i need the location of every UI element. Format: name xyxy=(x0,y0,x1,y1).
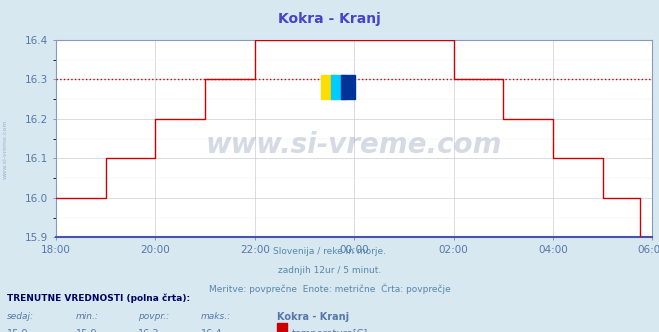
Text: 16,4: 16,4 xyxy=(201,329,223,332)
Text: www.si-vreme.com: www.si-vreme.com xyxy=(3,120,8,179)
Bar xyxy=(341,75,355,99)
Text: www.si-vreme.com: www.si-vreme.com xyxy=(206,130,502,159)
Text: Kokra - Kranj: Kokra - Kranj xyxy=(277,312,349,322)
Text: maks.:: maks.: xyxy=(201,312,231,321)
Text: min.:: min.: xyxy=(76,312,99,321)
Text: povpr.:: povpr.: xyxy=(138,312,169,321)
Bar xyxy=(322,75,335,99)
Text: 15,9: 15,9 xyxy=(7,329,28,332)
Text: Kokra - Kranj: Kokra - Kranj xyxy=(278,12,381,26)
Text: zadnjih 12ur / 5 minut.: zadnjih 12ur / 5 minut. xyxy=(278,266,381,275)
Text: temperatura[C]: temperatura[C] xyxy=(291,329,368,332)
Text: sedaj:: sedaj: xyxy=(7,312,34,321)
Text: TRENUTNE VREDNOSTI (polna črta):: TRENUTNE VREDNOSTI (polna črta): xyxy=(7,294,190,303)
Text: Slovenija / reke in morje.: Slovenija / reke in morje. xyxy=(273,247,386,256)
Text: 16,3: 16,3 xyxy=(138,329,160,332)
Text: Meritve: povprečne  Enote: metrične  Črta: povprečje: Meritve: povprečne Enote: metrične Črta:… xyxy=(209,284,450,294)
Bar xyxy=(331,75,345,99)
Text: 15,9: 15,9 xyxy=(76,329,98,332)
